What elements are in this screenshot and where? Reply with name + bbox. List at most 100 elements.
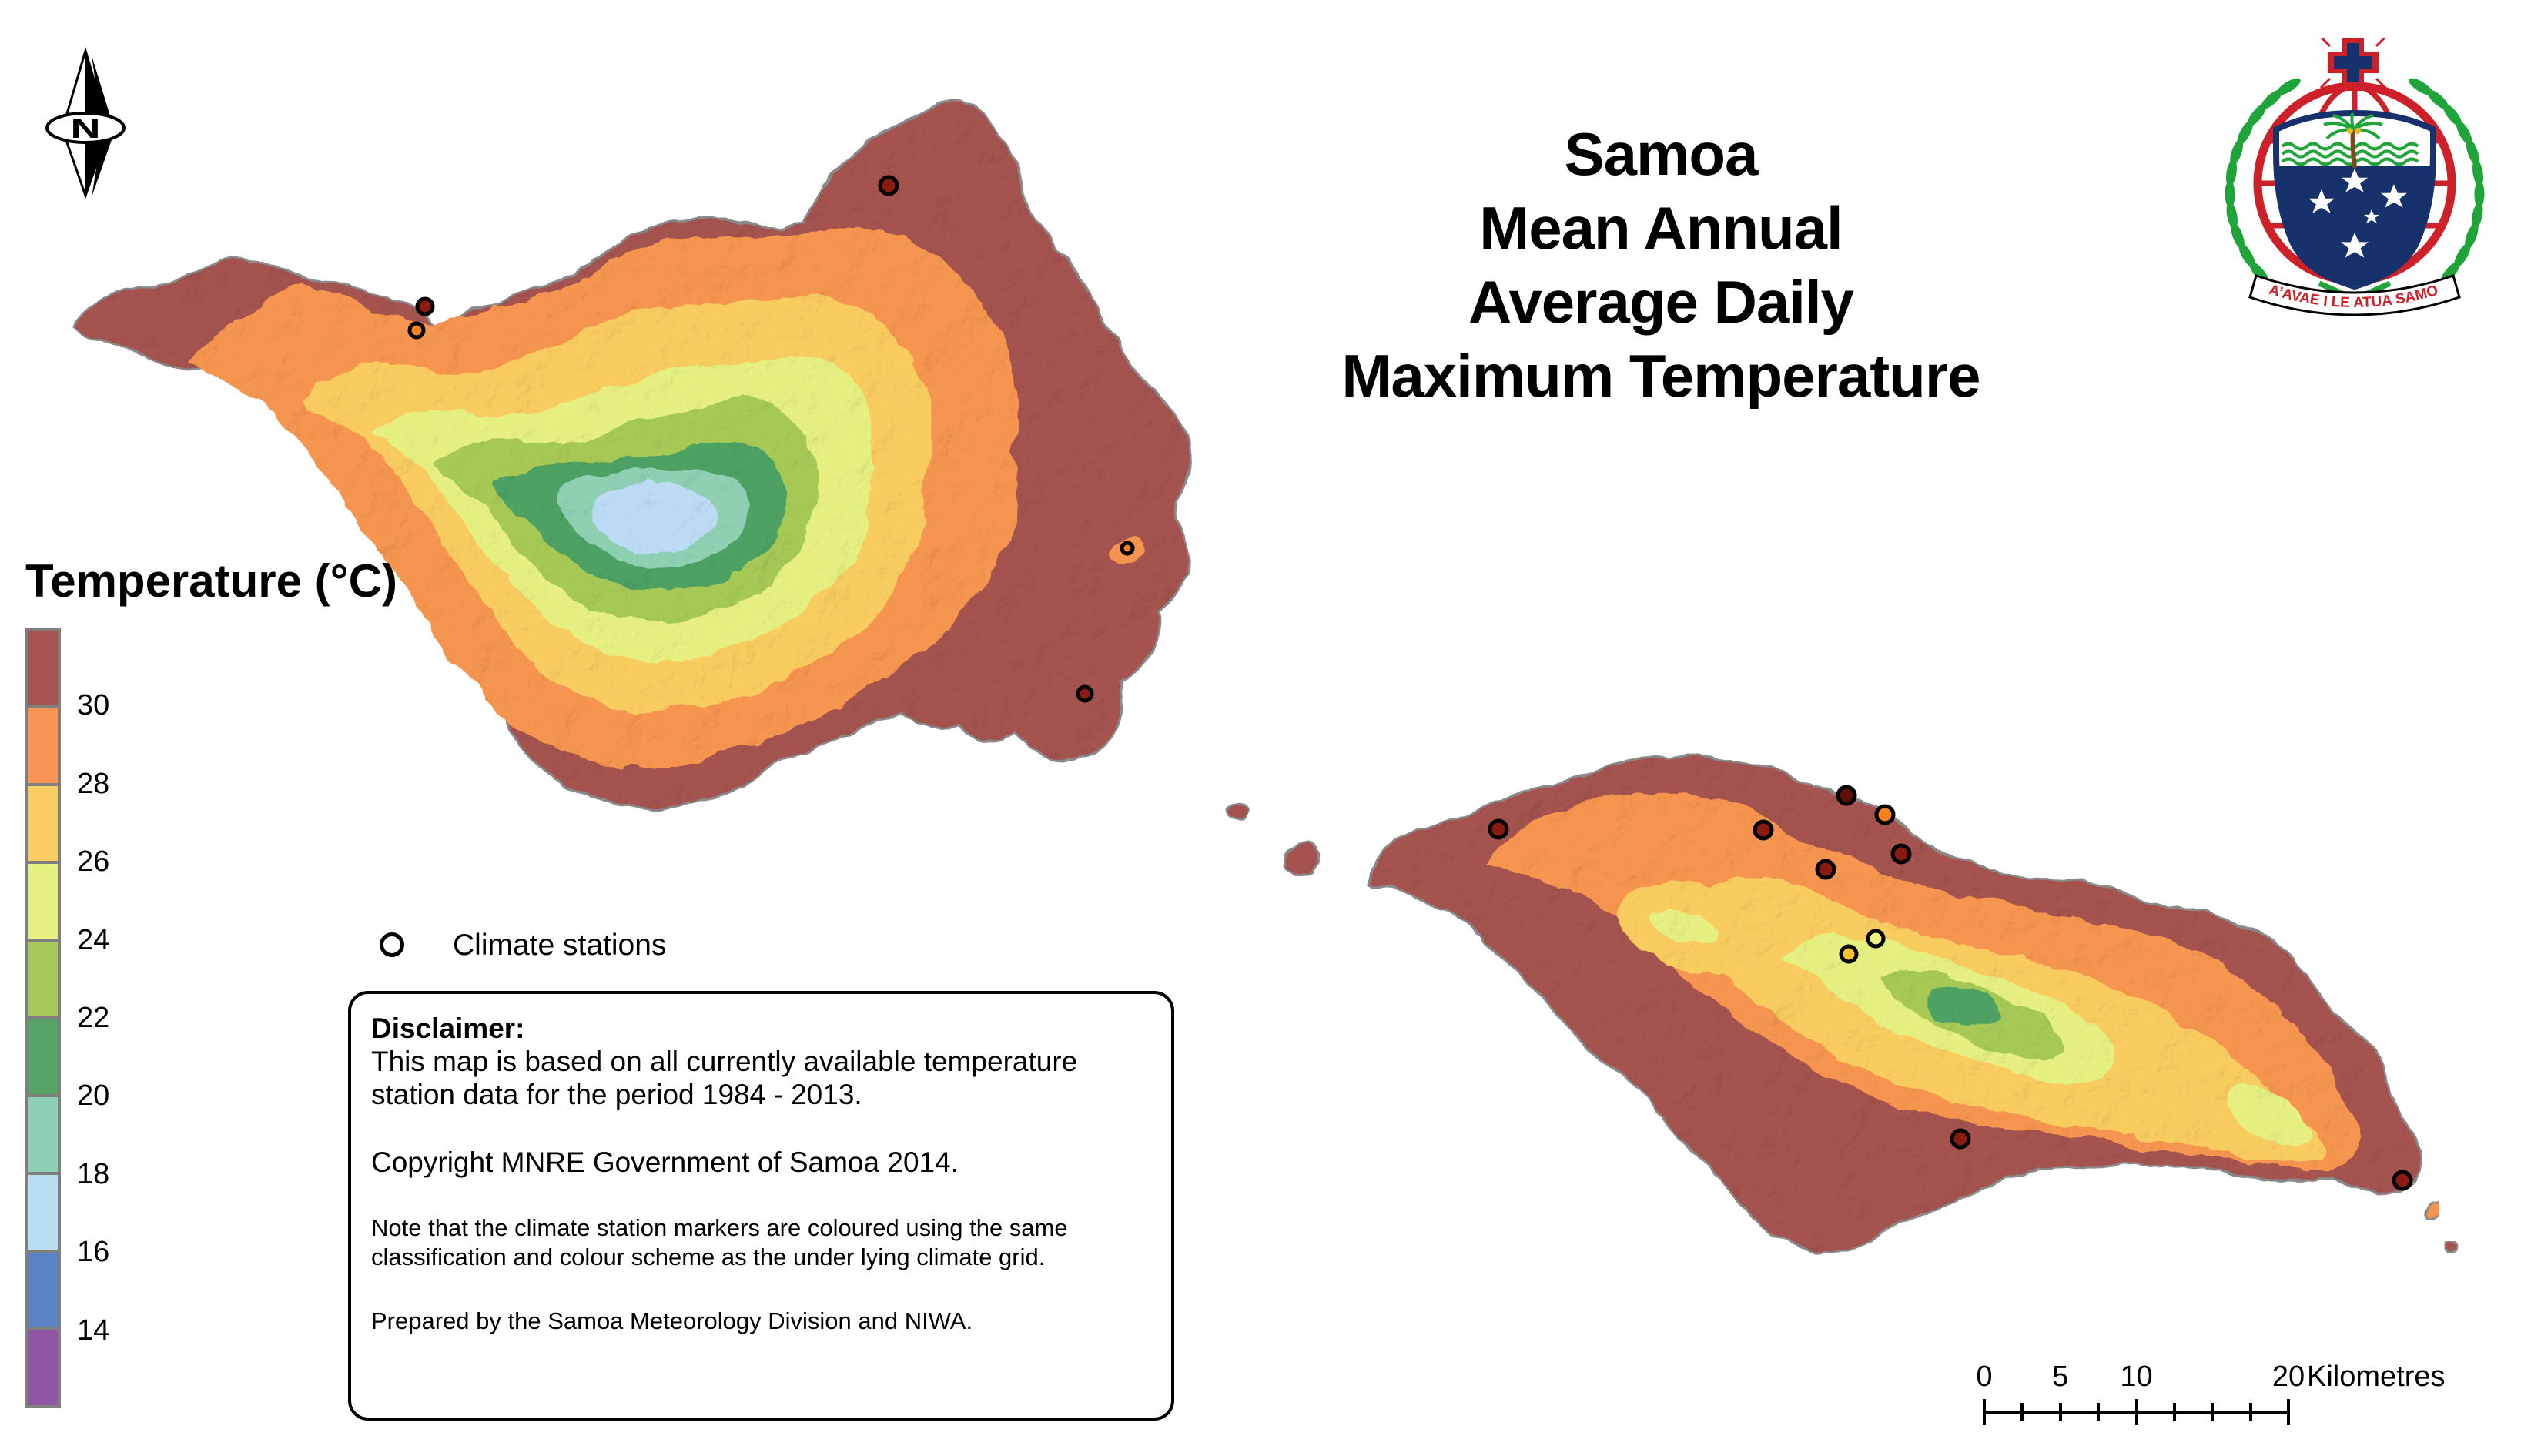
legend-tick-label: 20: [77, 1079, 110, 1113]
station-marker: [1815, 859, 1836, 880]
station-marker: [1488, 818, 1509, 840]
wreath-leaf-icon: [2231, 223, 2245, 249]
scale-major-tick: [2287, 1399, 2290, 1425]
page-title-line-2: Mean Annual: [1479, 194, 1843, 262]
shield-icon: [2215, 38, 2436, 290]
disclaimer-line: This map is based on all currently avail…: [371, 1046, 1078, 1077]
legend-tick-label: 14: [77, 1314, 110, 1347]
wreath-leaf-icon: [2426, 89, 2449, 110]
legend-tick-label: 30: [77, 689, 110, 722]
climate-station-sample-icon: [380, 932, 404, 957]
scale-label: 5: [2052, 1361, 2069, 1393]
station-marker: [878, 175, 899, 196]
cross-icon: [2319, 38, 2387, 91]
scale-minor-tick: [2058, 1403, 2062, 1421]
wreath-leaf-icon: [2454, 243, 2471, 268]
scale-minor-tick: [2248, 1403, 2252, 1421]
north-arrow-ellipse: [45, 112, 126, 144]
legend-tick-label: 22: [77, 1002, 110, 1034]
upolu-pale-west: [1651, 908, 1714, 943]
legend-swatch-8: [25, 1250, 61, 1330]
page-title-line-3: Average Daily: [1468, 268, 1854, 336]
wreath-leaf-icon: [2465, 223, 2479, 249]
legend-swatch-9: [25, 1327, 61, 1408]
disclaimer-line: Prepared by the Samoa Meteorology Divisi…: [371, 1307, 973, 1334]
north-arrow: N: [45, 46, 126, 199]
scale-major-tick: [2134, 1399, 2138, 1425]
page-title: Samoa Mean Annual Average Daily Maximum Tem…: [1303, 117, 2019, 413]
station-marker: [1874, 804, 1896, 825]
legend-tick-label: 18: [77, 1157, 110, 1190]
scale-unit-label: Kilometres: [2307, 1361, 2446, 1393]
palm-tree-icon: [2323, 113, 2383, 169]
wreath-leaf-icon: [2247, 103, 2267, 127]
wreath-leaf-icon: [2409, 78, 2433, 95]
north-arrow-label: N: [71, 112, 101, 144]
disclaimer-line: station data for the period 1984 - 2013.: [371, 1079, 862, 1110]
islets: [1226, 802, 2460, 1253]
islet-apolima: [1226, 802, 1249, 823]
legend-tick-label: 28: [77, 767, 110, 800]
islet-se-2: [2445, 1241, 2460, 1253]
samoa-coat-of-arms: FA’AVAE I LE ATUA SAMOA: [2215, 38, 2485, 316]
page-title-line-4: Maximum Temperature: [1341, 342, 1980, 410]
island-savaii: [72, 100, 1190, 811]
upolu-pale-east: [2225, 1086, 2310, 1143]
scale-major-tick: [1983, 1399, 1986, 1425]
wreath-leaf-icon: [2472, 159, 2484, 187]
islet-se-1: [2420, 1202, 2439, 1219]
legend-tick-label: 16: [77, 1236, 110, 1269]
wreath-leaf-icon: [2226, 202, 2238, 229]
legend-swatch-3: [25, 861, 61, 942]
station-marker: [407, 321, 426, 340]
wreath-leaf-icon: [2456, 120, 2472, 146]
disclaimer-line: classification and colour scheme as the …: [371, 1243, 1046, 1270]
legend-swatch-0: [25, 628, 61, 708]
legend-colorbar: [25, 628, 61, 1408]
wreath-leaf-icon: [2238, 243, 2255, 268]
savaii-zone-16: [586, 484, 715, 551]
legend-swatch-7: [25, 1172, 61, 1253]
station-marker: [2392, 1170, 2413, 1191]
laurel-wreath-icon: [2225, 78, 2485, 284]
disclaimer-line: Copyright MNRE Government of Samoa 2014.: [371, 1146, 959, 1178]
wreath-leaf-icon: [2472, 202, 2483, 229]
station-marker: [1076, 684, 1094, 703]
wreath-leaf-icon: [2225, 180, 2235, 209]
island-upolu: [1368, 755, 2419, 1253]
upolu-zone-20: [1923, 989, 2000, 1028]
wreath-leaf-icon: [2466, 139, 2479, 166]
station-markers: [407, 175, 2413, 1191]
legend-swatch-4: [25, 939, 61, 1019]
southern-cross-stars: [2215, 38, 2407, 258]
station-marker: [1120, 541, 1135, 556]
legend-title: Temperature (°C): [25, 555, 397, 607]
scale-minor-tick: [2172, 1403, 2176, 1421]
scale-minor-tick: [2020, 1403, 2024, 1421]
station-marker: [1950, 1128, 1971, 1150]
scale-label: 10: [2120, 1361, 2153, 1393]
scale-minor-tick: [2211, 1403, 2215, 1421]
scale-minor-tick: [2097, 1403, 2101, 1421]
disclaimer-line: Disclaimer:: [371, 1013, 525, 1044]
legend-swatch-1: [25, 705, 61, 786]
wreath-leaf-icon: [2237, 120, 2254, 146]
scale-bar: 0 5 10 20 Kilometres: [1968, 1361, 2507, 1446]
station-marker: [1890, 843, 1912, 865]
wreath-leaf-icon: [2276, 78, 2301, 95]
legend-tick-label: 24: [77, 923, 110, 956]
wreath-leaf-icon: [2225, 159, 2238, 187]
legend-swatch-5: [25, 1016, 61, 1097]
station-marker: [415, 296, 435, 316]
wreath-leaf-icon: [2260, 89, 2283, 110]
climate-stations-label: Climate stations: [453, 929, 667, 962]
islet-manono: [1282, 839, 1324, 876]
station-marker: [1839, 944, 1859, 964]
scale-label: 0: [1976, 1361, 1993, 1393]
legend-swatch-6: [25, 1094, 61, 1175]
station-marker: [1836, 785, 1857, 806]
wreath-leaf-icon: [2230, 139, 2244, 166]
station-marker: [1753, 819, 1774, 841]
station-marker: [1866, 929, 1886, 949]
